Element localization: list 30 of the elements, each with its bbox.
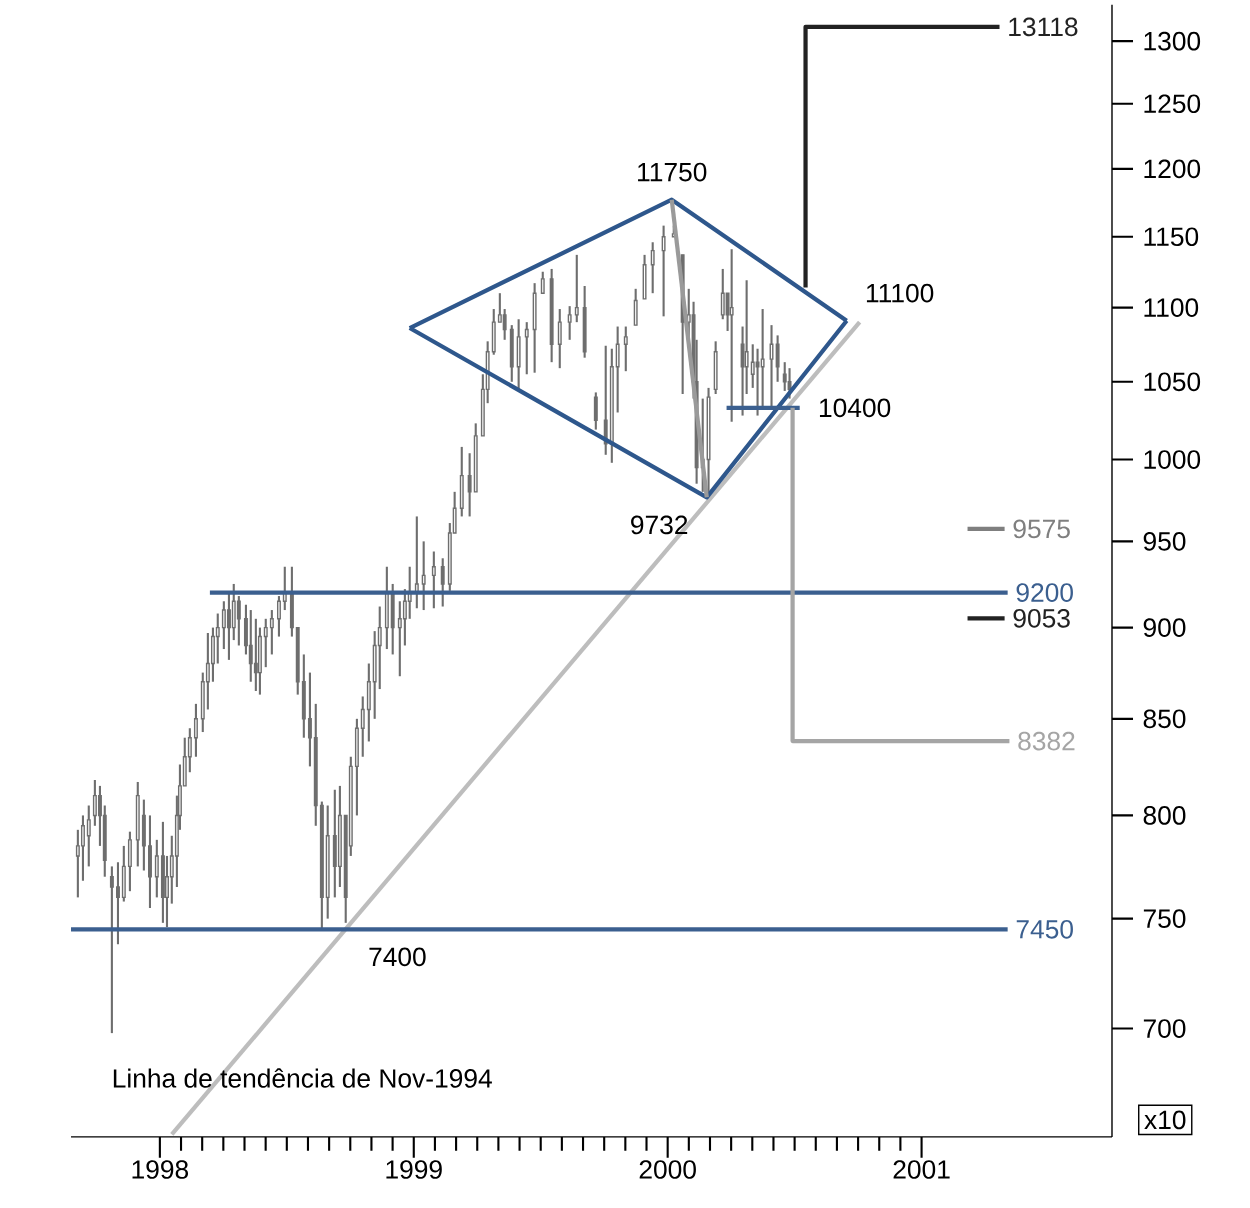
y-tick-label: 1000 — [1144, 450, 1201, 469]
series-label: 13118 — [1009, 17, 1078, 37]
series-label: 7450 — [1016, 919, 1073, 939]
y-axis-title: x10 — [1144, 1110, 1186, 1130]
series-label: 9200 — [1016, 583, 1073, 602]
x-tick-label: 1999 — [386, 1160, 442, 1179]
x-tick-label: 2000 — [639, 1160, 696, 1179]
annotation: 9732 — [631, 515, 688, 535]
series-label: 9575 — [1013, 519, 1070, 539]
annotation: 11100 — [866, 283, 934, 303]
y-tick-label: 1050 — [1144, 372, 1201, 392]
y-tick-label: 1200 — [1144, 159, 1201, 179]
x-tick-label: 1998 — [132, 1160, 189, 1179]
series-label: 8382 — [1018, 731, 1075, 751]
annotation: 11750 — [638, 162, 707, 182]
x-tick-label: 2001 — [893, 1160, 950, 1179]
series-label: 9053 — [1013, 608, 1070, 628]
y-tick-label: 900 — [1143, 618, 1186, 637]
annotation: 10400 — [819, 398, 891, 418]
y-tick-label: 950 — [1143, 532, 1186, 551]
y-tick-label: 750 — [1143, 909, 1186, 928]
y-tick-label: 1250 — [1144, 94, 1201, 114]
y-tick-label: 700 — [1143, 1019, 1186, 1038]
y-tick-label: 800 — [1143, 806, 1186, 825]
annotation: Linha de tendência de Nov-1994 — [113, 1068, 492, 1088]
y-tick-label: 1150 — [1144, 227, 1199, 247]
y-tick-label: 850 — [1143, 709, 1186, 729]
y-tick-label: 1100 — [1144, 298, 1199, 317]
annotation: 7400 — [369, 947, 426, 967]
y-tick-label: 1300 — [1144, 31, 1201, 51]
